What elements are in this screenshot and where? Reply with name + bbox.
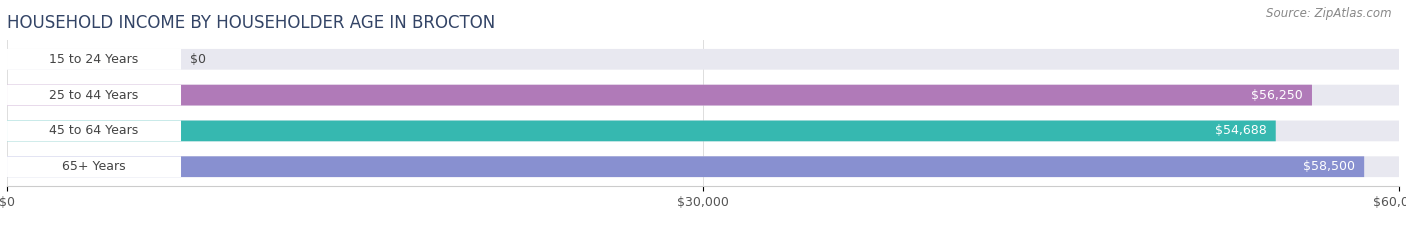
- Text: $56,250: $56,250: [1251, 89, 1303, 102]
- Text: 25 to 44 Years: 25 to 44 Years: [49, 89, 139, 102]
- Text: 15 to 24 Years: 15 to 24 Years: [49, 53, 139, 66]
- Text: HOUSEHOLD INCOME BY HOUSEHOLDER AGE IN BROCTON: HOUSEHOLD INCOME BY HOUSEHOLDER AGE IN B…: [7, 14, 495, 32]
- Text: $58,500: $58,500: [1303, 160, 1355, 173]
- FancyBboxPatch shape: [7, 85, 1312, 106]
- FancyBboxPatch shape: [7, 120, 1399, 141]
- FancyBboxPatch shape: [7, 156, 1364, 177]
- FancyBboxPatch shape: [7, 156, 181, 177]
- FancyBboxPatch shape: [7, 85, 181, 106]
- FancyBboxPatch shape: [7, 85, 1399, 106]
- FancyBboxPatch shape: [7, 49, 181, 70]
- Text: 65+ Years: 65+ Years: [62, 160, 127, 173]
- Text: $54,688: $54,688: [1215, 124, 1267, 137]
- FancyBboxPatch shape: [7, 120, 1275, 141]
- Text: 45 to 64 Years: 45 to 64 Years: [49, 124, 139, 137]
- FancyBboxPatch shape: [7, 120, 181, 141]
- Text: Source: ZipAtlas.com: Source: ZipAtlas.com: [1267, 7, 1392, 20]
- FancyBboxPatch shape: [7, 49, 1399, 70]
- FancyBboxPatch shape: [7, 156, 1399, 177]
- Text: $0: $0: [190, 53, 207, 66]
